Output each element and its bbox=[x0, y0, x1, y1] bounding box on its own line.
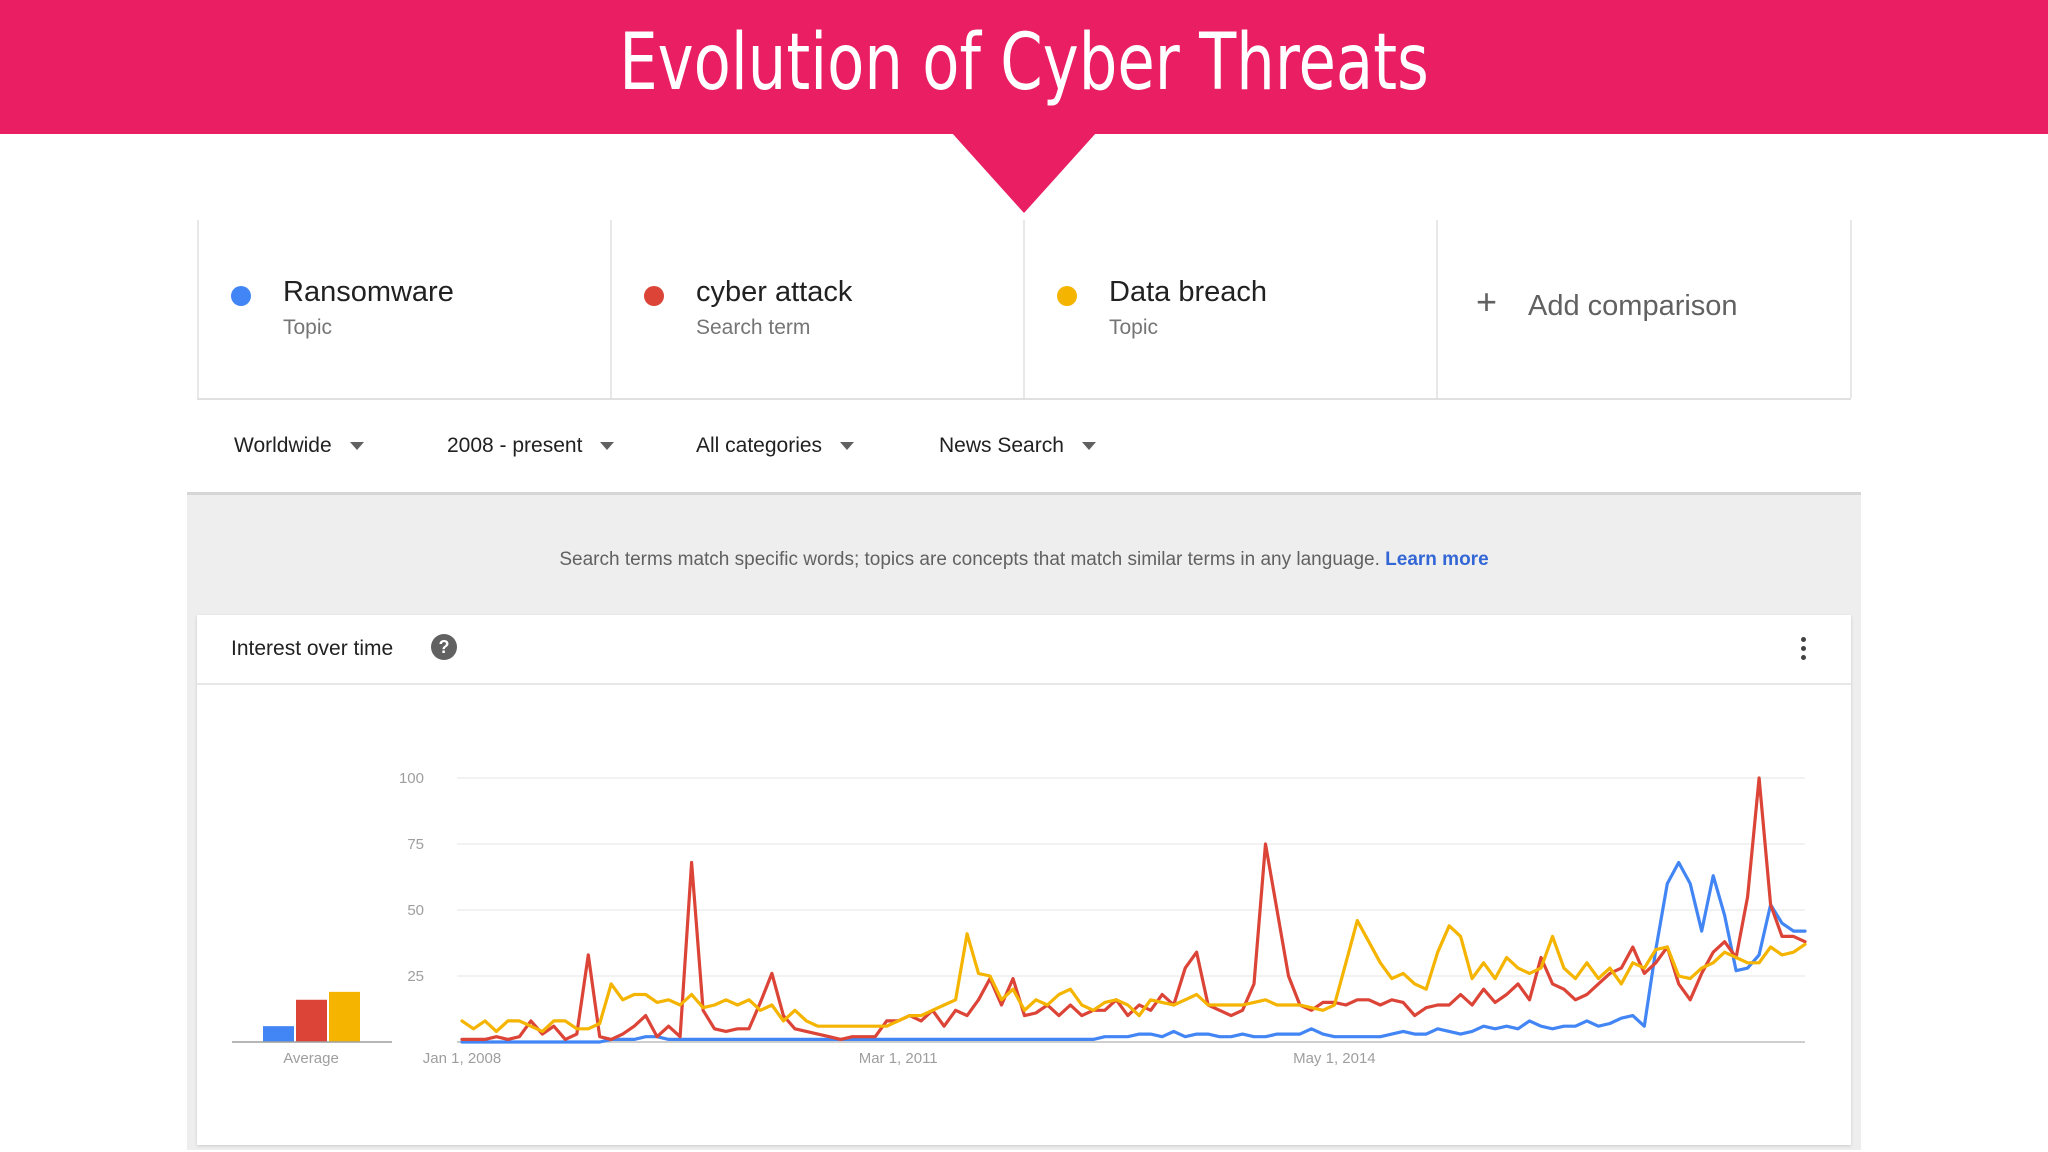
x-tick-label: May 1, 2014 bbox=[1293, 1050, 1376, 1067]
caret-down-icon bbox=[840, 442, 855, 451]
term-name: Ransomware bbox=[283, 276, 454, 308]
term-data-breach[interactable]: Data breach Topic bbox=[1023, 220, 1437, 398]
category-value: All categories bbox=[696, 434, 823, 457]
info-message: Search terms match specific words; topic… bbox=[187, 549, 1861, 571]
filter-bar: Worldwide 2008 - present All categories … bbox=[187, 400, 1861, 495]
category-dropdown[interactable]: All categories bbox=[696, 434, 855, 458]
term-kind: Topic bbox=[1109, 316, 1159, 339]
header-banner bbox=[0, 0, 2048, 134]
card-title: Interest over time bbox=[231, 637, 394, 660]
caret-down-icon bbox=[1081, 442, 1096, 451]
series-dot-icon bbox=[231, 286, 251, 306]
caret-down-icon bbox=[349, 442, 364, 451]
page-title: Evolution of Cyber Threats bbox=[619, 18, 1429, 108]
interest-chart: 25 50 75 100 Jan 1, 2008 Mar 1, 2011 May 1, 20… bbox=[232, 770, 1807, 1067]
term-kind: Topic bbox=[283, 316, 333, 339]
caret-down-icon bbox=[600, 442, 615, 451]
y-tick-label: 50 bbox=[407, 902, 424, 919]
x-tick-label: Jan 1, 2008 bbox=[423, 1050, 501, 1067]
learn-more-link[interactable]: Learn more bbox=[1385, 549, 1489, 570]
term-name: Data breach bbox=[1109, 276, 1267, 308]
search-type-value: News Search bbox=[939, 434, 1064, 457]
card-header: Interest over time ? bbox=[197, 615, 1851, 685]
series-dot-icon bbox=[644, 286, 664, 306]
interest-over-time-card: Interest over time ? 25 50 75 100 Jan 1, 200… bbox=[197, 615, 1851, 1145]
info-text: Search terms match specific words; topic… bbox=[559, 549, 1380, 570]
y-tick-label: 100 bbox=[399, 770, 424, 787]
y-tick-label: 25 bbox=[407, 968, 424, 985]
region-value: Worldwide bbox=[234, 434, 332, 457]
time-range-dropdown[interactable]: 2008 - present bbox=[447, 434, 615, 458]
add-comparison-button[interactable]: + Add comparison bbox=[1436, 220, 1852, 398]
region-dropdown[interactable]: Worldwide bbox=[234, 434, 364, 458]
comparison-terms: Ransomware Topic cyber attack Search ter… bbox=[197, 220, 1852, 400]
add-comparison-label: Add comparison bbox=[1528, 290, 1738, 322]
average-bar bbox=[329, 991, 360, 1042]
banner-pointer bbox=[952, 133, 1096, 213]
term-name: cyber attack bbox=[696, 276, 853, 308]
average-label: Average bbox=[283, 1050, 339, 1067]
search-type-dropdown[interactable]: News Search bbox=[939, 434, 1096, 458]
x-tick-label: Mar 1, 2011 bbox=[859, 1050, 938, 1067]
series-line bbox=[460, 919, 1807, 1033]
question-circle-icon[interactable]: ? bbox=[431, 634, 457, 660]
series-dot-icon bbox=[1057, 286, 1077, 306]
time-range-value: 2008 - present bbox=[447, 434, 583, 457]
plus-icon: + bbox=[1476, 281, 1498, 322]
term-cyber-attack[interactable]: cyber attack Search term bbox=[610, 220, 1024, 398]
kebab-menu-icon[interactable] bbox=[1801, 637, 1807, 663]
term-kind: Search term bbox=[696, 316, 811, 339]
term-ransomware[interactable]: Ransomware Topic bbox=[197, 220, 611, 398]
series-line bbox=[460, 860, 1807, 1044]
y-tick-label: 75 bbox=[407, 836, 424, 853]
average-bar bbox=[263, 1026, 294, 1042]
average-bar bbox=[296, 999, 327, 1042]
